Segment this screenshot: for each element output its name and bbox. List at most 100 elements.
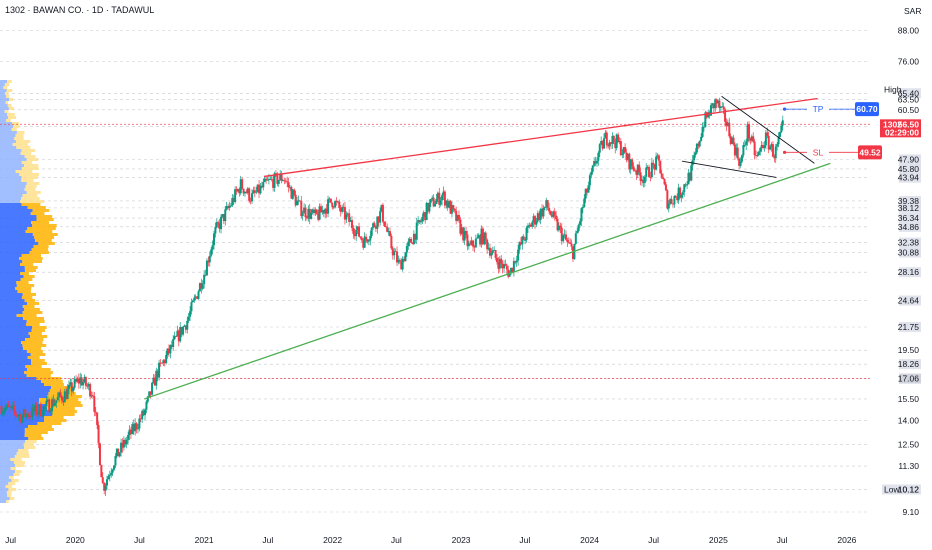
candle-body xyxy=(173,336,176,340)
candle-body xyxy=(550,214,553,217)
volume-bar-buy xyxy=(0,302,28,305)
candle-body xyxy=(118,452,121,457)
volume-bar-sell xyxy=(22,293,37,296)
volume-bar-sell xyxy=(21,341,43,344)
candle-body xyxy=(780,125,783,133)
candle-body xyxy=(152,377,155,383)
candle-body xyxy=(380,204,383,212)
high-label: High xyxy=(884,85,902,95)
y-tick-label: 12.50 xyxy=(898,440,920,450)
candle-body xyxy=(22,409,25,416)
candle-body xyxy=(673,196,676,205)
candle-body xyxy=(410,238,413,243)
x-tick-label: 2022 xyxy=(323,535,342,545)
candle-body xyxy=(753,141,756,156)
candle-body xyxy=(210,249,213,256)
volume-bar-buy xyxy=(0,107,9,110)
candle-body xyxy=(76,378,79,382)
volume-bar-buy xyxy=(0,230,26,233)
volume-bar-buy xyxy=(0,329,32,332)
volume-bar-buy xyxy=(0,482,9,485)
candle-body xyxy=(75,379,78,382)
candle-body xyxy=(103,482,106,491)
candle-body xyxy=(448,201,451,208)
candle-body xyxy=(436,192,439,199)
volume-bar-buy xyxy=(0,119,7,122)
x-tick-label: Jul xyxy=(648,535,659,545)
volume-bar-sell xyxy=(20,278,33,281)
candle-body xyxy=(265,178,268,181)
candle-body xyxy=(438,192,441,205)
volume-bar-sell xyxy=(14,455,30,458)
candle-body xyxy=(214,226,217,234)
volume-bar-buy xyxy=(0,242,39,245)
candle-body xyxy=(383,221,386,227)
candle-body xyxy=(467,243,470,247)
volume-bar-sell xyxy=(26,350,43,353)
volume-bar-sell xyxy=(4,110,9,113)
candle-body xyxy=(335,201,338,202)
volume-bar-buy xyxy=(0,176,22,179)
volume-bar-buy xyxy=(0,383,45,386)
resistance-trendline xyxy=(263,97,818,178)
candle-body xyxy=(532,216,535,223)
candle-body xyxy=(252,190,255,194)
volume-bar-buy xyxy=(0,458,11,461)
candle-body xyxy=(179,327,182,342)
volume-bar-sell xyxy=(10,467,16,470)
candle-body xyxy=(521,236,524,245)
volume-bar-sell xyxy=(20,263,34,266)
candle-body xyxy=(339,207,342,212)
candle-body xyxy=(511,267,514,273)
candle-body xyxy=(756,155,759,156)
volume-bar-sell xyxy=(26,191,41,194)
candle-body xyxy=(667,203,670,209)
candle-body xyxy=(717,100,720,104)
volume-bar-sell xyxy=(15,134,24,137)
volume-bar-sell xyxy=(15,140,31,143)
candle-body xyxy=(631,159,634,167)
candle-body xyxy=(778,132,781,138)
candle-body xyxy=(645,167,648,177)
volume-bar-sell xyxy=(23,317,45,320)
candle-body xyxy=(639,172,642,182)
candle-body xyxy=(542,207,545,217)
candle-body xyxy=(220,216,223,230)
candle-body xyxy=(579,221,582,225)
candle-body xyxy=(719,106,722,109)
y-tick-label: 17.06 xyxy=(898,374,920,384)
gridlines xyxy=(0,29,870,513)
candle-body xyxy=(598,144,601,153)
candle-body xyxy=(48,399,51,413)
candle-body xyxy=(581,206,584,209)
volume-bar-buy xyxy=(0,422,38,425)
candle-body xyxy=(142,410,145,416)
candle-body xyxy=(528,224,531,226)
candle-body xyxy=(590,171,593,176)
candle-body xyxy=(656,155,659,157)
candle-body xyxy=(0,405,3,415)
candle-body xyxy=(398,259,401,262)
candle-body xyxy=(404,252,407,262)
candle-body xyxy=(421,216,424,222)
volume-bar-buy xyxy=(0,86,4,89)
candle-body xyxy=(412,233,415,245)
volume-bar-sell xyxy=(44,383,64,386)
volume-bar-buy xyxy=(0,473,14,476)
x-tick-label: Jul xyxy=(5,535,16,545)
candle-body xyxy=(14,411,17,416)
candle-body xyxy=(256,184,259,192)
volume-bar-buy xyxy=(0,161,22,164)
candle-body xyxy=(374,226,377,229)
candle-body xyxy=(311,209,314,213)
candle-body xyxy=(721,106,724,108)
candle-body xyxy=(681,192,684,195)
candle-body xyxy=(602,138,605,149)
candle-body xyxy=(607,145,610,147)
volume-bar-buy xyxy=(0,404,47,407)
candle-body xyxy=(208,255,211,263)
candle-body xyxy=(281,180,284,182)
volume-bar-buy xyxy=(0,164,25,167)
volume-bar-buy xyxy=(0,434,25,437)
